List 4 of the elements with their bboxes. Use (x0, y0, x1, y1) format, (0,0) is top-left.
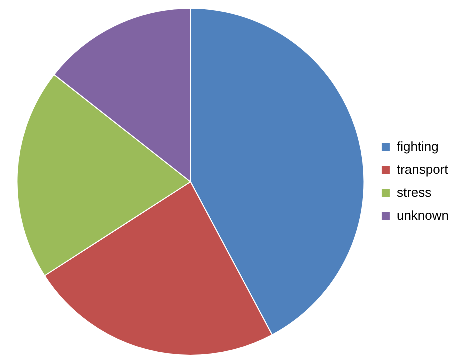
legend-label: transport (396, 162, 449, 178)
legend-label: stress (396, 185, 432, 200)
legend-label: unknown (396, 208, 450, 224)
legend-label: fighting (396, 139, 439, 154)
